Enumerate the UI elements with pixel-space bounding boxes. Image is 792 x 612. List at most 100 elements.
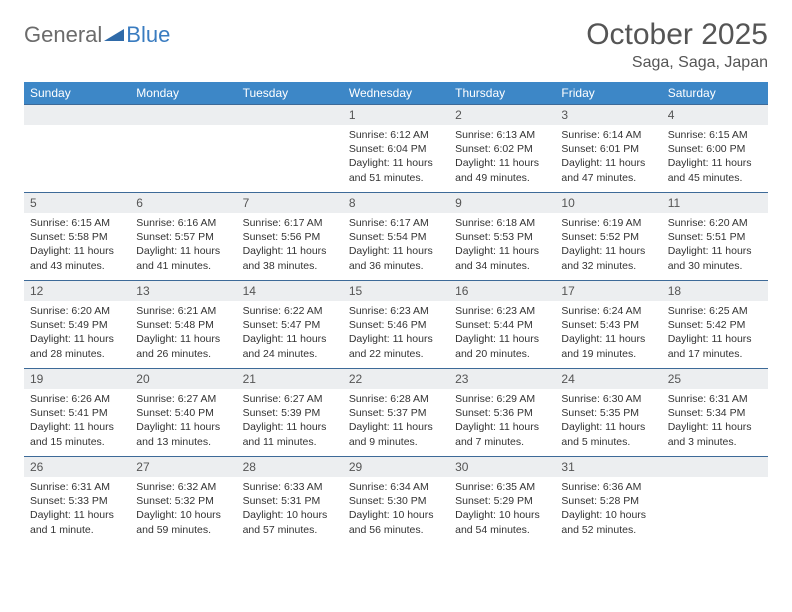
day-line: Sunset: 5:40 PM: [136, 406, 230, 420]
day-number: 11: [662, 193, 768, 213]
day-line: Sunrise: 6:34 AM: [349, 480, 443, 494]
day-body: [237, 125, 343, 185]
day-number: [662, 457, 768, 477]
day-cell: 9Sunrise: 6:18 AMSunset: 5:53 PMDaylight…: [449, 193, 555, 281]
day-line: Daylight: 11 hours and 9 minutes.: [349, 420, 443, 448]
day-header: Thursday: [449, 82, 555, 105]
day-cell: 14Sunrise: 6:22 AMSunset: 5:47 PMDayligh…: [237, 281, 343, 369]
day-header: Sunday: [24, 82, 130, 105]
day-number: [130, 105, 236, 125]
day-line: Sunset: 5:57 PM: [136, 230, 230, 244]
day-line: Sunset: 5:41 PM: [30, 406, 124, 420]
day-line: Daylight: 11 hours and 34 minutes.: [455, 244, 549, 272]
day-line: Sunset: 5:32 PM: [136, 494, 230, 508]
day-line: Daylight: 11 hours and 41 minutes.: [136, 244, 230, 272]
day-cell: 15Sunrise: 6:23 AMSunset: 5:46 PMDayligh…: [343, 281, 449, 369]
day-line: Sunset: 5:35 PM: [561, 406, 655, 420]
day-line: Daylight: 11 hours and 26 minutes.: [136, 332, 230, 360]
day-number: 21: [237, 369, 343, 389]
week-row: 5Sunrise: 6:15 AMSunset: 5:58 PMDaylight…: [24, 193, 768, 281]
day-line: Sunrise: 6:23 AM: [349, 304, 443, 318]
day-line: Sunset: 6:04 PM: [349, 142, 443, 156]
day-body: [24, 125, 130, 185]
day-line: Sunrise: 6:19 AM: [561, 216, 655, 230]
day-line: Sunset: 6:00 PM: [668, 142, 762, 156]
day-body: Sunrise: 6:23 AMSunset: 5:44 PMDaylight:…: [449, 301, 555, 367]
day-cell: 11Sunrise: 6:20 AMSunset: 5:51 PMDayligh…: [662, 193, 768, 281]
day-number: 24: [555, 369, 661, 389]
day-body: Sunrise: 6:25 AMSunset: 5:42 PMDaylight:…: [662, 301, 768, 367]
day-line: Sunrise: 6:17 AM: [349, 216, 443, 230]
week-row: 26Sunrise: 6:31 AMSunset: 5:33 PMDayligh…: [24, 457, 768, 545]
day-cell: 22Sunrise: 6:28 AMSunset: 5:37 PMDayligh…: [343, 369, 449, 457]
day-line: Daylight: 11 hours and 1 minute.: [30, 508, 124, 536]
day-number: 5: [24, 193, 130, 213]
day-body: Sunrise: 6:22 AMSunset: 5:47 PMDaylight:…: [237, 301, 343, 367]
logo-text-general: General: [24, 22, 102, 48]
day-cell: 28Sunrise: 6:33 AMSunset: 5:31 PMDayligh…: [237, 457, 343, 545]
day-line: Sunrise: 6:21 AM: [136, 304, 230, 318]
day-cell: [237, 105, 343, 193]
day-line: Sunset: 5:46 PM: [349, 318, 443, 332]
day-line: Daylight: 11 hours and 49 minutes.: [455, 156, 549, 184]
day-cell: 17Sunrise: 6:24 AMSunset: 5:43 PMDayligh…: [555, 281, 661, 369]
day-line: Sunrise: 6:24 AM: [561, 304, 655, 318]
day-header: Tuesday: [237, 82, 343, 105]
day-body: Sunrise: 6:24 AMSunset: 5:43 PMDaylight:…: [555, 301, 661, 367]
day-line: Sunrise: 6:27 AM: [243, 392, 337, 406]
day-cell: 20Sunrise: 6:27 AMSunset: 5:40 PMDayligh…: [130, 369, 236, 457]
day-line: Sunset: 5:49 PM: [30, 318, 124, 332]
day-number: 2: [449, 105, 555, 125]
day-cell: 21Sunrise: 6:27 AMSunset: 5:39 PMDayligh…: [237, 369, 343, 457]
day-body: Sunrise: 6:14 AMSunset: 6:01 PMDaylight:…: [555, 125, 661, 191]
day-line: Daylight: 11 hours and 19 minutes.: [561, 332, 655, 360]
day-header: Saturday: [662, 82, 768, 105]
day-line: Sunrise: 6:30 AM: [561, 392, 655, 406]
day-body: Sunrise: 6:21 AMSunset: 5:48 PMDaylight:…: [130, 301, 236, 367]
day-number: [24, 105, 130, 125]
day-line: Daylight: 11 hours and 24 minutes.: [243, 332, 337, 360]
day-cell: 2Sunrise: 6:13 AMSunset: 6:02 PMDaylight…: [449, 105, 555, 193]
day-body: Sunrise: 6:17 AMSunset: 5:54 PMDaylight:…: [343, 213, 449, 279]
day-number: 3: [555, 105, 661, 125]
day-line: Daylight: 11 hours and 32 minutes.: [561, 244, 655, 272]
day-cell: [662, 457, 768, 545]
day-line: Sunset: 5:34 PM: [668, 406, 762, 420]
day-number: 18: [662, 281, 768, 301]
day-header: Friday: [555, 82, 661, 105]
day-number: 14: [237, 281, 343, 301]
day-line: Sunrise: 6:12 AM: [349, 128, 443, 142]
day-line: Sunrise: 6:33 AM: [243, 480, 337, 494]
day-body: Sunrise: 6:13 AMSunset: 6:02 PMDaylight:…: [449, 125, 555, 191]
day-line: Sunset: 5:51 PM: [668, 230, 762, 244]
day-body: [130, 125, 236, 185]
day-body: Sunrise: 6:17 AMSunset: 5:56 PMDaylight:…: [237, 213, 343, 279]
day-line: Daylight: 11 hours and 13 minutes.: [136, 420, 230, 448]
day-body: Sunrise: 6:33 AMSunset: 5:31 PMDaylight:…: [237, 477, 343, 543]
day-body: Sunrise: 6:20 AMSunset: 5:49 PMDaylight:…: [24, 301, 130, 367]
header: General Blue October 2025 Saga, Saga, Ja…: [24, 18, 768, 72]
day-body: [662, 477, 768, 537]
day-body: Sunrise: 6:34 AMSunset: 5:30 PMDaylight:…: [343, 477, 449, 543]
day-cell: 13Sunrise: 6:21 AMSunset: 5:48 PMDayligh…: [130, 281, 236, 369]
day-number: [237, 105, 343, 125]
day-line: Sunrise: 6:15 AM: [668, 128, 762, 142]
day-line: Sunset: 5:37 PM: [349, 406, 443, 420]
day-line: Daylight: 10 hours and 57 minutes.: [243, 508, 337, 536]
day-line: Sunrise: 6:14 AM: [561, 128, 655, 142]
day-line: Sunrise: 6:27 AM: [136, 392, 230, 406]
day-line: Daylight: 11 hours and 30 minutes.: [668, 244, 762, 272]
day-line: Daylight: 11 hours and 51 minutes.: [349, 156, 443, 184]
day-number: 16: [449, 281, 555, 301]
day-number: 19: [24, 369, 130, 389]
day-body: Sunrise: 6:19 AMSunset: 5:52 PMDaylight:…: [555, 213, 661, 279]
day-cell: 7Sunrise: 6:17 AMSunset: 5:56 PMDaylight…: [237, 193, 343, 281]
day-cell: 1Sunrise: 6:12 AMSunset: 6:04 PMDaylight…: [343, 105, 449, 193]
day-line: Sunset: 6:02 PM: [455, 142, 549, 156]
day-line: Daylight: 11 hours and 5 minutes.: [561, 420, 655, 448]
day-line: Daylight: 11 hours and 20 minutes.: [455, 332, 549, 360]
day-line: Daylight: 11 hours and 7 minutes.: [455, 420, 549, 448]
day-number: 9: [449, 193, 555, 213]
day-line: Sunrise: 6:13 AM: [455, 128, 549, 142]
day-cell: [24, 105, 130, 193]
